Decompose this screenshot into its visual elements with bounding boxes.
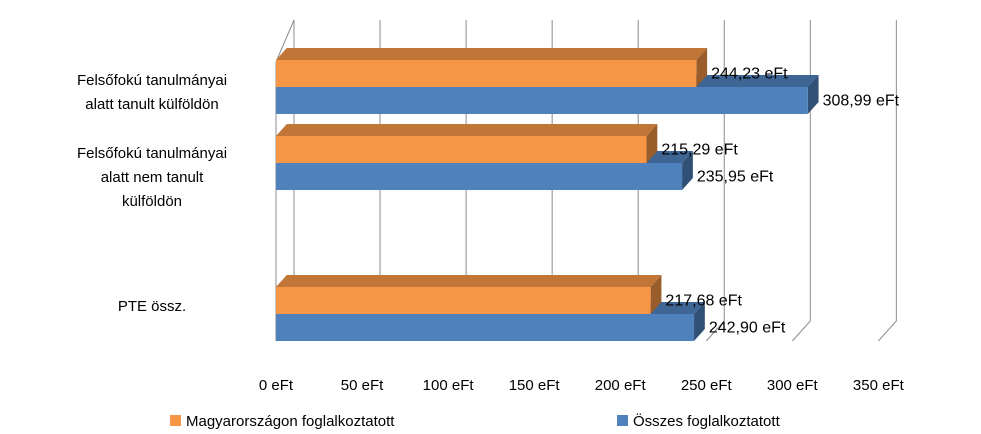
x-tick-label: 0 eFt — [259, 377, 294, 394]
category-label-line: PTE össz. — [118, 298, 186, 315]
category-label-line: Felsőfokú tanulmányai — [77, 145, 227, 162]
bar-magyarorszagon-2 — [276, 275, 662, 314]
x-tick-label: 150 eFt — [509, 377, 561, 394]
legend-item: Magyarországon foglalkoztatott — [170, 413, 395, 430]
bar-magyarorszagon-0 — [276, 48, 708, 87]
gridline — [791, 20, 811, 342]
data-label: 235,95 eFt — [697, 169, 774, 186]
legend-label: Összes foglalkoztatott — [633, 412, 781, 430]
category-label: Felsőfokú tanulmányai alatt tanult külföl… — [77, 72, 227, 113]
category-label-line: külföldön — [122, 193, 182, 210]
x-tick-label: 350 eFt — [853, 377, 905, 394]
category-label-line: alatt nem tanult — [101, 169, 204, 186]
data-label: 244,23 eFt — [711, 66, 788, 83]
gridline — [877, 20, 897, 342]
data-label: 308,99 eFt — [823, 93, 900, 110]
legend-swatch — [170, 415, 181, 426]
x-tick-label: 200 eFt — [595, 377, 647, 394]
data-label: 215,29 eFt — [661, 142, 738, 159]
x-tick-label: 250 eFt — [681, 377, 733, 394]
category-labels: Felsőfokú tanulmányai alatt tanult külföl… — [77, 72, 227, 315]
x-tick-label: 100 eFt — [423, 377, 475, 394]
category-label-line: alatt tanult külföldön — [85, 96, 218, 113]
category-label-line: Felsőfokú tanulmányai — [77, 72, 227, 89]
bars-layer — [276, 48, 819, 341]
category-label: PTE össz. — [118, 298, 186, 315]
legend-item: Összes foglalkoztatott — [617, 412, 781, 430]
gridline — [705, 20, 725, 342]
bar-magyarorszagon-1 — [276, 124, 658, 163]
data-label: 217,68 eFt — [665, 293, 742, 310]
x-tick-label: 50 eFt — [341, 377, 384, 394]
legend-label: Magyarországon foglalkoztatott — [186, 413, 395, 430]
ticks-layer: 0 eFt 50 eFt 100 eFt 150 eFt 200 eFt 250 eFt 3… — [259, 377, 905, 394]
legend-swatch — [617, 415, 628, 426]
x-tick-label: 300 eFt — [767, 377, 819, 394]
legend: Magyarországon foglalkoztatott Összes fog… — [170, 412, 781, 430]
category-label: Felsőfokú tanulmányai alatt nem tanult kül… — [77, 145, 227, 210]
side-wall-edge — [275, 19, 295, 63]
data-label: 242,90 eFt — [709, 320, 786, 337]
labels-layer: 308,99 eFt 244,23 eFt 235,95 eFt 215,29 eFt… — [661, 66, 899, 337]
